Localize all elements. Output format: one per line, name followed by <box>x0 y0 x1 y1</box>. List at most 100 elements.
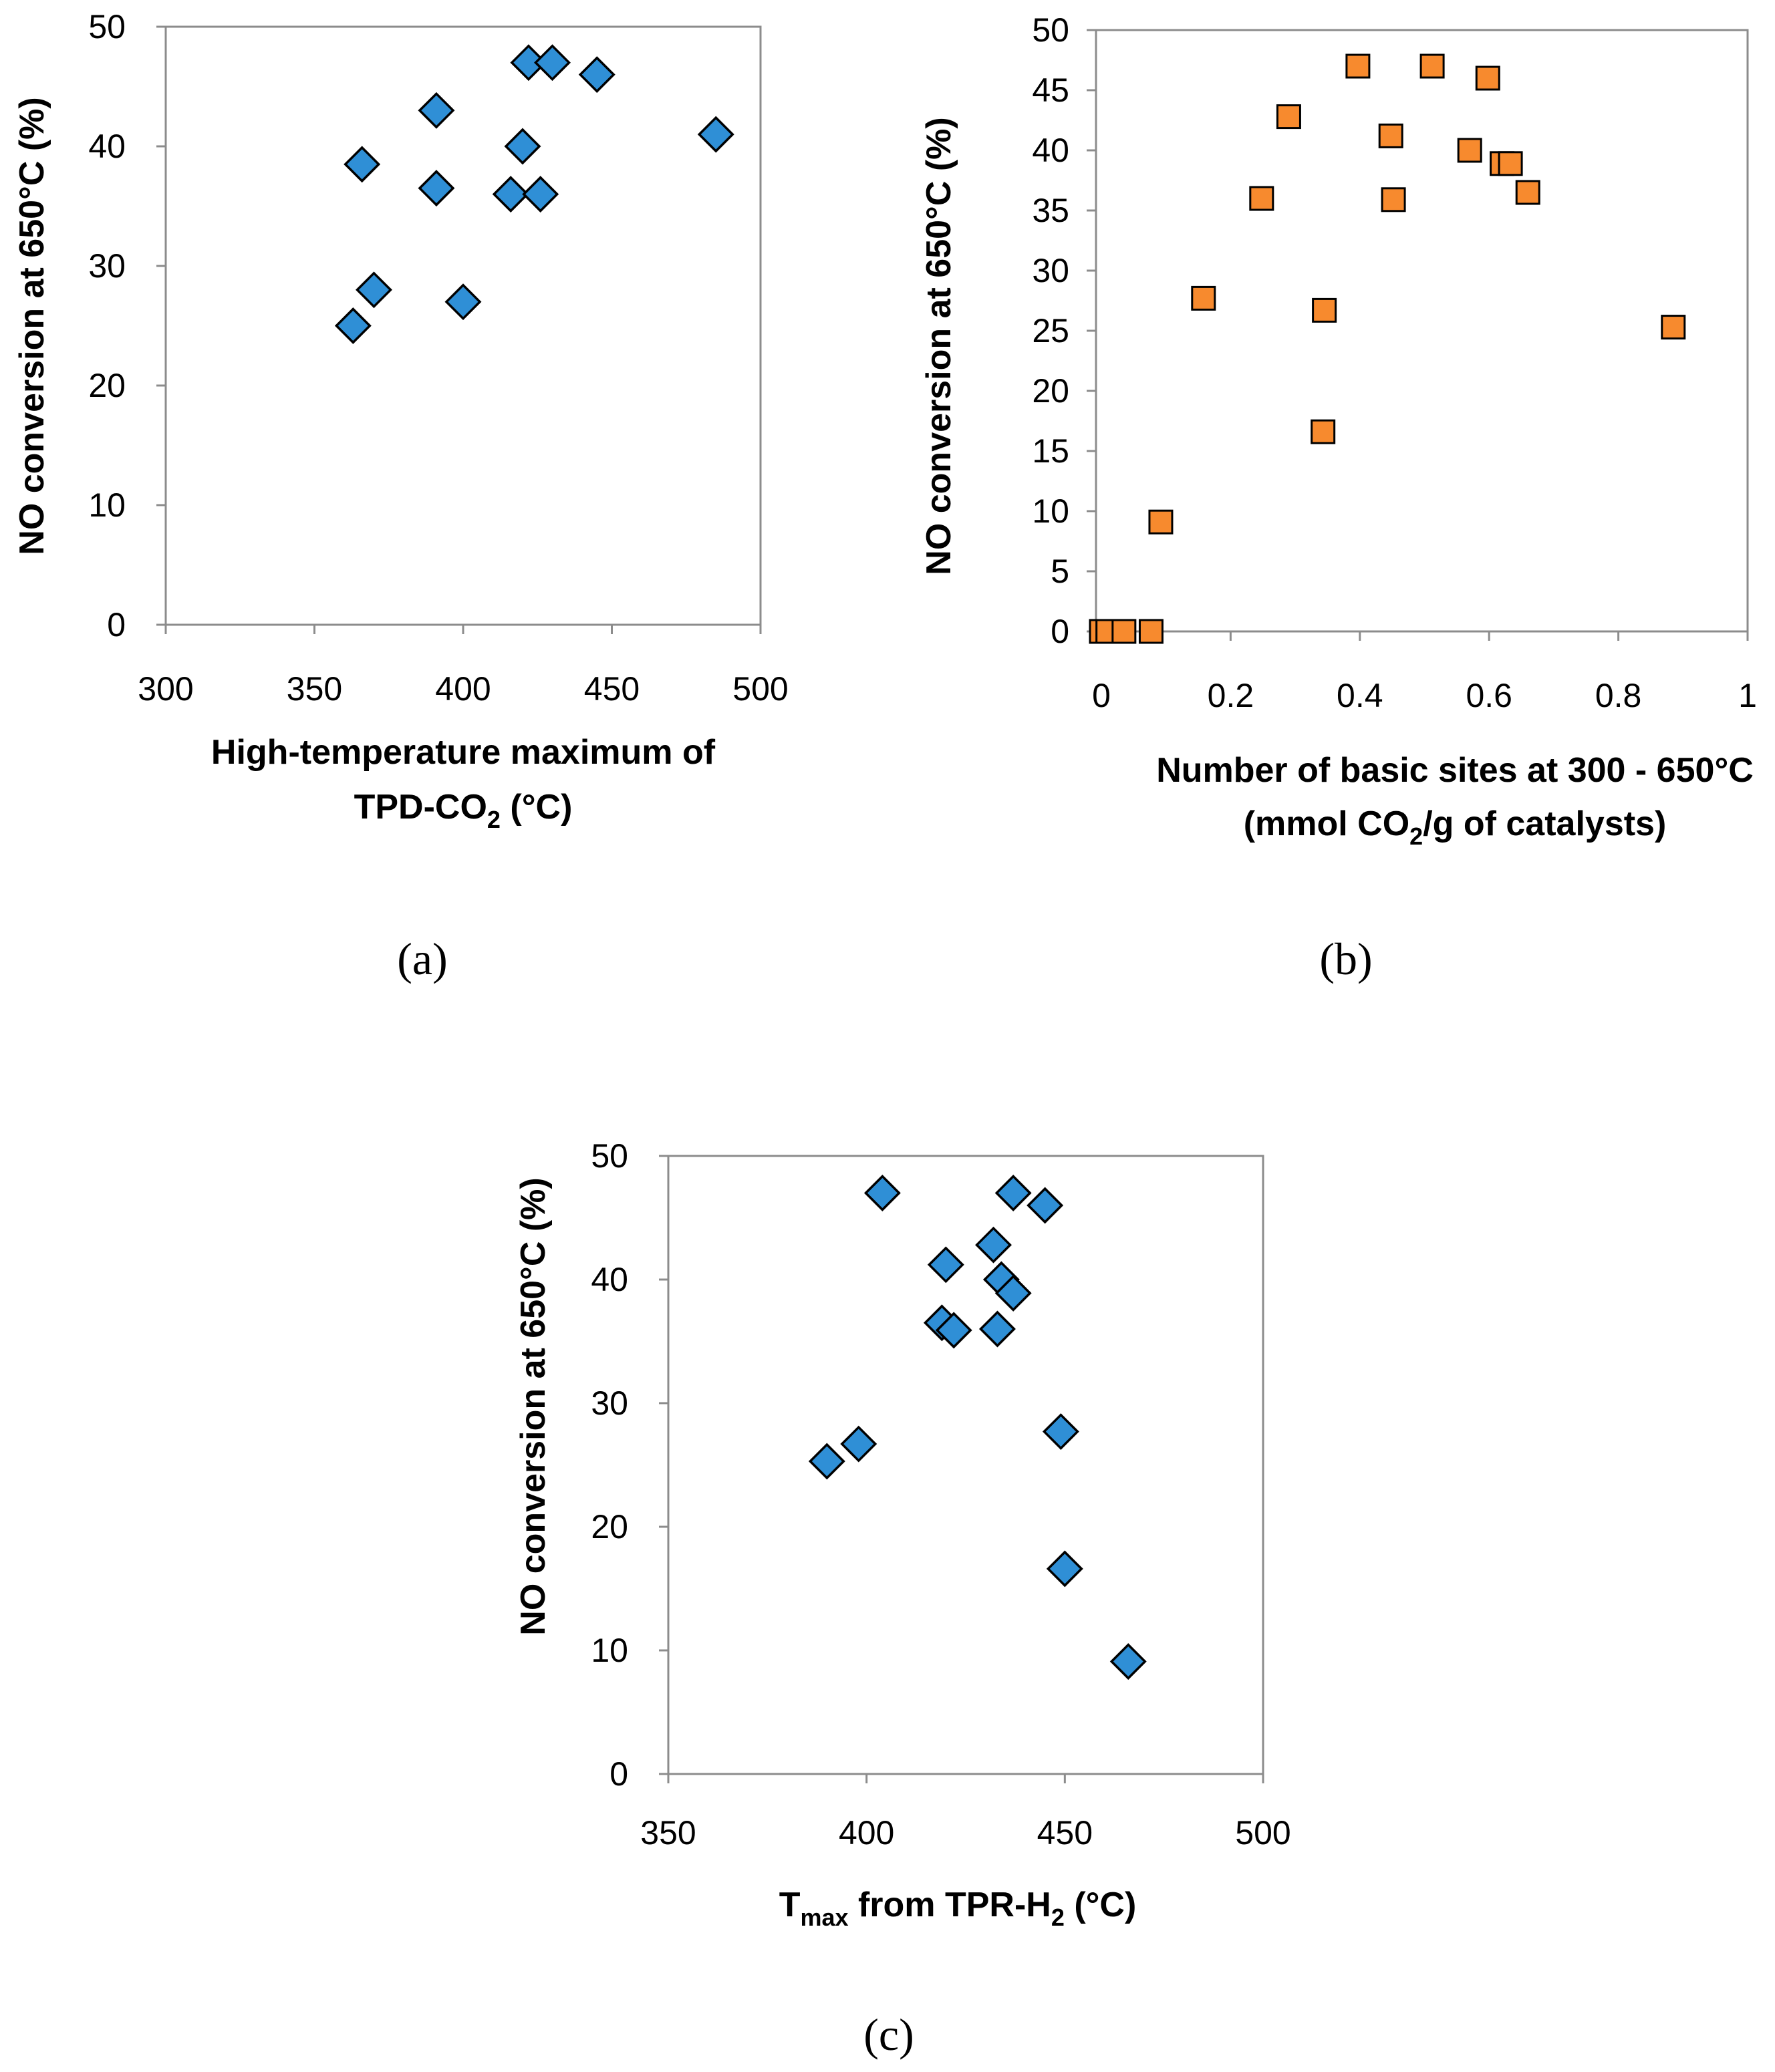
panel-a-data-point <box>418 170 455 207</box>
panel-b-y-tick-label: 45 <box>1032 71 1069 109</box>
panel-c-y-tick-label: 10 <box>591 1632 628 1669</box>
panel-b-data-point <box>1381 187 1406 212</box>
panel-b: 0 5 10 15 20 25 30 35 40 45 50 0 0.2 0.4 0.6 0.8 1 NO c… <box>920 11 1757 984</box>
panel-b-x-axis-title-line2: (mmol CO2/g of catalysts) <box>1244 804 1667 850</box>
panel-a-x-axis-title-line1: High-temperature maximum of <box>211 733 716 772</box>
panel-a-data-point <box>344 146 381 183</box>
panel-a-x-tick-label: 300 <box>138 670 193 708</box>
panel-c-y-axis-title: NO conversion at 650°C (%) <box>514 1177 553 1635</box>
panel-c-y-tick-label: 50 <box>591 1137 628 1175</box>
panel-b-x-ticks: 0 0.2 0.4 0.6 0.8 1 <box>1092 631 1757 714</box>
panel-b-y-tick-label: 5 <box>1051 553 1069 590</box>
panel-c-data-point <box>1109 1643 1147 1680</box>
panel-c-data-point <box>994 1175 1032 1211</box>
panel-b-y-tick-label: 15 <box>1032 432 1069 470</box>
panel-c-y-tick-label: 20 <box>591 1508 628 1545</box>
panel-b-y-axis-title: NO conversion at 650°C (%) <box>920 117 958 575</box>
panel-c-x-axis-title: Tmax from TPR-H2 (°C) <box>779 1886 1137 1931</box>
panel-b-data-point <box>1515 180 1540 205</box>
panel-c-x-tick-label: 450 <box>1037 1814 1093 1852</box>
panel-a-x-tick-label: 500 <box>732 670 788 708</box>
panel-c-frame <box>667 1155 1264 1775</box>
panel-a-x-tick-label: 450 <box>584 670 640 708</box>
panel-b-points <box>1089 53 1686 644</box>
panel-c-y-tick-label: 40 <box>591 1261 628 1298</box>
panel-a-y-tick-label: 10 <box>88 486 126 524</box>
panel-a-points <box>334 44 734 344</box>
panel-a-label: (a) <box>397 933 447 984</box>
panel-b-y-tick-label: 30 <box>1032 252 1069 289</box>
panel-a: 0 10 20 30 40 50 300 350 400 450 500 NO conversio… <box>13 8 789 984</box>
panel-b-data-point <box>1661 315 1686 340</box>
panel-b-x-tick-label: 0.4 <box>1337 677 1383 714</box>
panel-c-data-point <box>1042 1413 1079 1451</box>
panel-c-y-ticks: 0 10 20 30 40 50 <box>591 1137 668 1793</box>
panel-b-data-point <box>1457 138 1482 163</box>
panel-c-points <box>808 1175 1147 1680</box>
panel-b-data-point <box>1111 619 1137 644</box>
panel-b-x-tick-label: 0.6 <box>1466 677 1512 714</box>
panel-c-data-point <box>994 1274 1032 1312</box>
panel-b-y-tick-label: 35 <box>1032 192 1069 229</box>
panel-a-x-tick-label: 350 <box>287 670 342 708</box>
panel-b-data-point <box>1475 65 1500 91</box>
panel-b-y-tick-label: 50 <box>1032 11 1069 49</box>
panel-b-data-point <box>1312 297 1337 323</box>
panel-b-x-axis-title-line1: Number of basic sites at 300 - 650°C <box>1156 751 1754 790</box>
panel-c-data-point <box>863 1175 901 1211</box>
panel-a-data-point <box>578 56 616 94</box>
panel-b-label: (b) <box>1319 933 1372 984</box>
panel-a-y-tick-label: 50 <box>88 8 126 45</box>
panel-b-frame <box>1095 29 1749 633</box>
panel-a-y-tick-label: 30 <box>88 247 126 285</box>
panel-b-x-tick-label: 0.2 <box>1208 677 1254 714</box>
panel-c-x-ticks: 350 400 450 500 <box>640 1774 1291 1852</box>
panel-b-y-ticks: 0 5 10 15 20 25 30 35 40 45 50 <box>1032 11 1096 650</box>
panel-c-data-point <box>927 1246 964 1284</box>
panel-a-data-point <box>444 283 482 321</box>
panel-c-data-point <box>935 1312 972 1349</box>
panel-a-data-point <box>356 271 392 309</box>
panel-c-y-tick-label: 0 <box>609 1755 628 1793</box>
panel-a-data-point <box>697 116 734 153</box>
panel-a-data-point <box>492 176 529 213</box>
panel-b-x-tick-label: 0.8 <box>1595 677 1642 714</box>
panel-b-y-tick-label: 0 <box>1051 613 1069 650</box>
panel-c-data-point <box>1027 1187 1064 1224</box>
panel-a-x-tick-label: 400 <box>435 670 491 708</box>
panel-c-data-point <box>808 1443 845 1480</box>
panel-b-data-point <box>1498 151 1523 176</box>
panel-c-y-tick-label: 30 <box>591 1384 628 1422</box>
panel-b-y-tick-label: 25 <box>1032 312 1069 349</box>
panel-b-data-point <box>1148 509 1174 535</box>
panel-a-frame <box>164 25 762 626</box>
panel-c-label: (c) <box>863 2009 914 2060</box>
panel-b-data-point <box>1138 619 1164 644</box>
panel-c-data-point <box>975 1226 1012 1264</box>
panel-b-data-point <box>1276 104 1301 130</box>
panel-a-y-tick-label: 40 <box>88 128 126 165</box>
panel-c-x-tick-label: 500 <box>1235 1814 1290 1852</box>
panel-a-y-ticks: 0 10 20 30 40 50 <box>88 8 166 643</box>
panel-b-y-tick-label: 40 <box>1032 132 1069 169</box>
panel-c-x-tick-label: 400 <box>839 1814 894 1852</box>
panel-a-y-axis-title: NO conversion at 650°C (%) <box>13 97 51 555</box>
panel-c-x-tick-label: 350 <box>640 1814 696 1852</box>
panel-c: 0 10 20 30 40 50 350 400 450 500 NO conversion a… <box>514 1137 1291 2060</box>
panel-c-data-point <box>978 1310 1016 1348</box>
panel-b-data-point <box>1345 53 1371 79</box>
panel-b-data-point <box>1249 186 1274 211</box>
panel-a-y-tick-label: 0 <box>107 606 126 643</box>
panel-a-data-point <box>418 92 455 129</box>
panel-a-x-axis-title-line2: TPD-CO2 (°C) <box>354 788 573 833</box>
panel-b-data-point <box>1378 123 1403 148</box>
panel-c-data-point <box>840 1425 877 1463</box>
panel-b-data-point <box>1419 53 1445 79</box>
panel-b-y-tick-label: 20 <box>1032 372 1069 410</box>
panel-a-x-ticks: 300 350 400 450 500 <box>138 625 789 708</box>
panel-a-data-point <box>504 128 541 165</box>
panel-a-data-point <box>334 307 372 344</box>
panel-b-data-point <box>1311 419 1336 444</box>
panel-b-x-tick-label: 0 <box>1092 677 1111 714</box>
